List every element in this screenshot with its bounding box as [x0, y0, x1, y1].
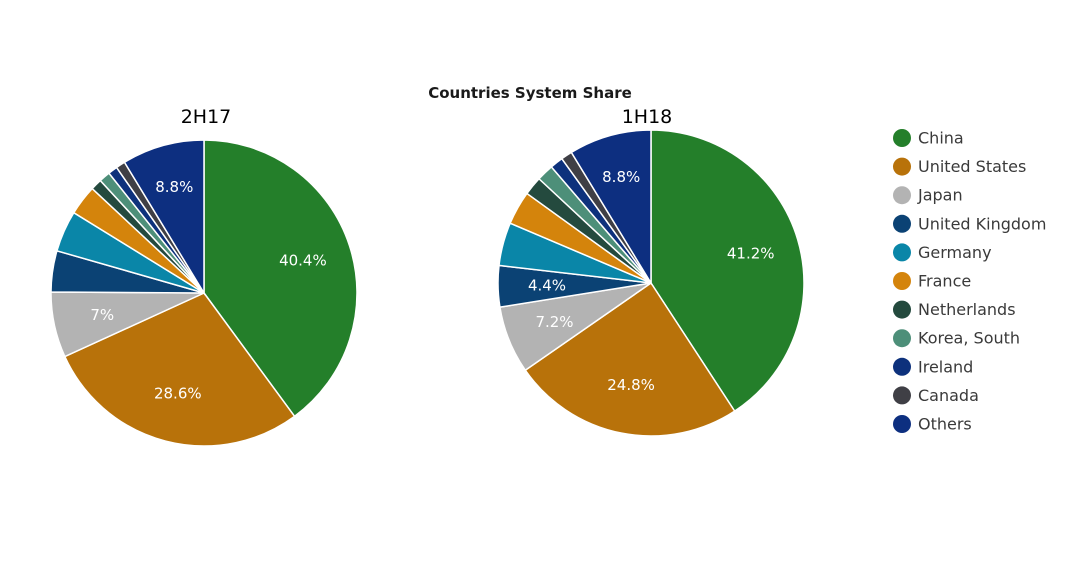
slice-label-china: 40.4% [279, 252, 327, 270]
chart-title: Countries System Share [428, 84, 632, 102]
legend-item: Netherlands [893, 300, 1016, 319]
slice-label-others: 8.8% [602, 168, 640, 186]
legend-label: Korea, South [918, 329, 1020, 348]
slice-label-others: 8.8% [155, 178, 193, 196]
legend-item: Canada [893, 386, 979, 405]
legend-swatch [893, 214, 911, 233]
legend: China United States Japan United Kingdom Ger… [893, 129, 1046, 434]
legend-swatch [893, 357, 911, 376]
pie-right: 1H18 41.2% 24.8% 7.2% 4.4% 8.8% [497, 106, 805, 437]
legend-item: Korea, South [893, 329, 1020, 348]
legend-item: France [893, 272, 971, 291]
legend-item: United States [893, 157, 1026, 176]
legend-swatch [893, 329, 911, 348]
legend-label: United States [918, 157, 1026, 176]
legend-label: Japan [917, 186, 963, 205]
pie-title: 2H17 [181, 106, 232, 128]
legend-item: United Kingdom [893, 214, 1046, 233]
slice-label-united-kingdom: 4.4% [528, 276, 566, 294]
legend-label: Canada [918, 386, 979, 405]
legend-swatch [893, 386, 911, 405]
slice-label-japan: 7.2% [535, 313, 573, 331]
legend-item: Germany [893, 243, 992, 262]
slice-others [570, 129, 652, 286]
legend-label: France [918, 272, 971, 291]
legend-swatch [893, 186, 911, 205]
legend-item: Ireland [893, 357, 973, 376]
legend-label: United Kingdom [918, 214, 1046, 233]
legend-item: China [893, 129, 964, 148]
slice-others [123, 139, 205, 296]
slice-label-china: 41.2% [727, 244, 775, 262]
slice-label-united-states: 28.6% [154, 385, 202, 403]
legend-label: Ireland [918, 357, 973, 376]
legend-item: Japan [893, 186, 963, 205]
legend-swatch [893, 157, 911, 176]
legend-swatch [893, 272, 911, 290]
pie-left: 2H17 40.4% 28.6% 7% 8.8% [50, 106, 358, 447]
legend-label: Netherlands [918, 300, 1016, 319]
legend-swatch [893, 300, 911, 319]
legend-swatch [893, 415, 911, 433]
legend-label: China [918, 129, 964, 148]
pie-title: 1H18 [622, 106, 673, 128]
slice-label-japan: 7% [90, 306, 114, 324]
slice-label-united-states: 24.8% [607, 376, 655, 394]
slice-united-states [63, 292, 296, 447]
legend-label: Germany [918, 243, 992, 262]
legend-swatch [893, 243, 911, 262]
slice-china [203, 139, 358, 418]
legend-item: Others [893, 415, 972, 434]
legend-label: Others [918, 415, 972, 434]
slice-united-states [524, 281, 736, 437]
legend-swatch [893, 129, 911, 147]
